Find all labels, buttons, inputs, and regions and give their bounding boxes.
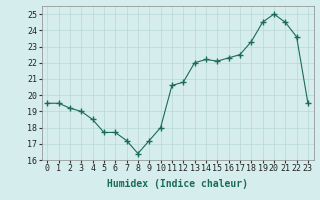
X-axis label: Humidex (Indice chaleur): Humidex (Indice chaleur) [107,179,248,189]
